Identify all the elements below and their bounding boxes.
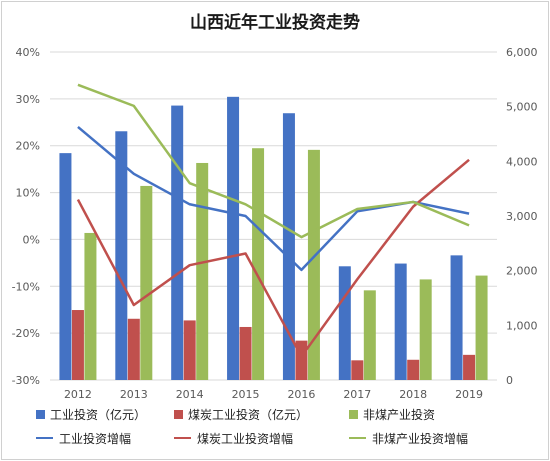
axis-layer: 40% 30% 20% 10% 0% -10% -20% -30% 6,000 5,000 4,00… xyxy=(12,46,538,401)
legend-item: 非煤产业投资增幅 xyxy=(349,430,509,447)
legend-swatch xyxy=(36,409,45,419)
y-left-tick-label: -10% xyxy=(12,280,40,293)
legend-item: 煤炭工业投资增幅 xyxy=(174,430,349,447)
bar xyxy=(227,96,240,381)
bar xyxy=(115,131,128,380)
series-line xyxy=(76,158,470,358)
bar xyxy=(363,290,376,380)
legend-label: 工业投资增幅 xyxy=(59,431,132,446)
x-tick-label: 2015 xyxy=(232,388,260,401)
x-tick-label: 2018 xyxy=(399,388,427,401)
legend-swatch xyxy=(349,437,366,439)
bar xyxy=(252,148,265,380)
bar xyxy=(307,149,320,380)
legend-swatch xyxy=(174,437,191,439)
series-line xyxy=(77,83,470,239)
x-tick-label: 2019 xyxy=(455,388,483,401)
bar xyxy=(394,263,407,380)
bar xyxy=(338,266,351,380)
bar xyxy=(127,318,140,380)
y-left-tick-label: 40% xyxy=(16,46,40,59)
chart-title: 山西近年工业投资走势 xyxy=(190,13,360,33)
bar xyxy=(183,320,196,380)
bar xyxy=(59,153,72,380)
legend: 工业投资（亿元） 煤炭工业投资（亿元） 非煤产业投资工业投资增幅 煤炭工业投资增幅 非煤… xyxy=(36,402,536,450)
legend-item: 非煤产业投资 xyxy=(349,406,509,423)
line-layer xyxy=(76,83,470,358)
x-tick-label: 2014 xyxy=(176,388,204,401)
bar xyxy=(463,354,476,380)
bar xyxy=(450,255,463,380)
legend-item: 工业投资增幅 xyxy=(36,430,174,447)
x-tick-label: 2012 xyxy=(64,388,92,401)
legend-label: 非煤产业投资 xyxy=(363,407,436,422)
bar xyxy=(84,232,97,380)
legend-swatch xyxy=(174,409,183,419)
bar-layer xyxy=(59,96,488,381)
y-left-tick-label: 20% xyxy=(16,140,40,153)
x-tick-label: 2017 xyxy=(343,388,371,401)
legend-label: 煤炭工业投资增幅 xyxy=(197,431,294,446)
x-tick-label: 2013 xyxy=(120,388,148,401)
y-right-tick-label: 3,000 xyxy=(506,210,538,223)
legend-label: 煤炭工业投资（亿元） xyxy=(188,407,309,422)
bar xyxy=(419,279,432,380)
legend-swatch xyxy=(36,437,53,439)
y-right-tick-label: 2,000 xyxy=(506,265,538,278)
y-left-tick-label: -30% xyxy=(12,374,40,387)
y-left-tick-label: -20% xyxy=(12,327,40,340)
x-tick-label: 2016 xyxy=(287,388,315,401)
series-line xyxy=(77,126,470,272)
bar xyxy=(475,275,488,380)
bar xyxy=(407,359,420,380)
y-right-tick-label: 6,000 xyxy=(506,46,538,59)
bar xyxy=(351,360,364,380)
legend-label: 非煤产业投资增幅 xyxy=(372,431,469,446)
bar xyxy=(239,326,252,380)
y-right-tick-label: 1,000 xyxy=(506,319,538,332)
y-right-tick-label: 4,000 xyxy=(506,155,538,168)
legend-row: 工业投资增幅 煤炭工业投资增幅 非煤产业投资增幅 xyxy=(36,426,536,450)
legend-row: 工业投资（亿元） 煤炭工业投资（亿元） 非煤产业投资 xyxy=(36,402,536,426)
y-left-tick-label: 10% xyxy=(16,187,40,200)
bar xyxy=(196,162,209,380)
bar xyxy=(171,105,184,380)
y-left-tick-label: 0% xyxy=(23,233,40,246)
bar xyxy=(282,113,295,380)
y-right-tick-label: 5,000 xyxy=(506,101,538,114)
legend-item: 工业投资（亿元） xyxy=(36,406,174,423)
legend-swatch xyxy=(349,409,358,419)
y-left-tick-label: 30% xyxy=(16,93,40,106)
y-right-tick-label: 0 xyxy=(506,374,513,387)
legend-item: 煤炭工业投资（亿元） xyxy=(174,406,349,423)
bar xyxy=(140,185,153,380)
bar xyxy=(71,310,84,380)
legend-label: 工业投资（亿元） xyxy=(50,407,147,422)
